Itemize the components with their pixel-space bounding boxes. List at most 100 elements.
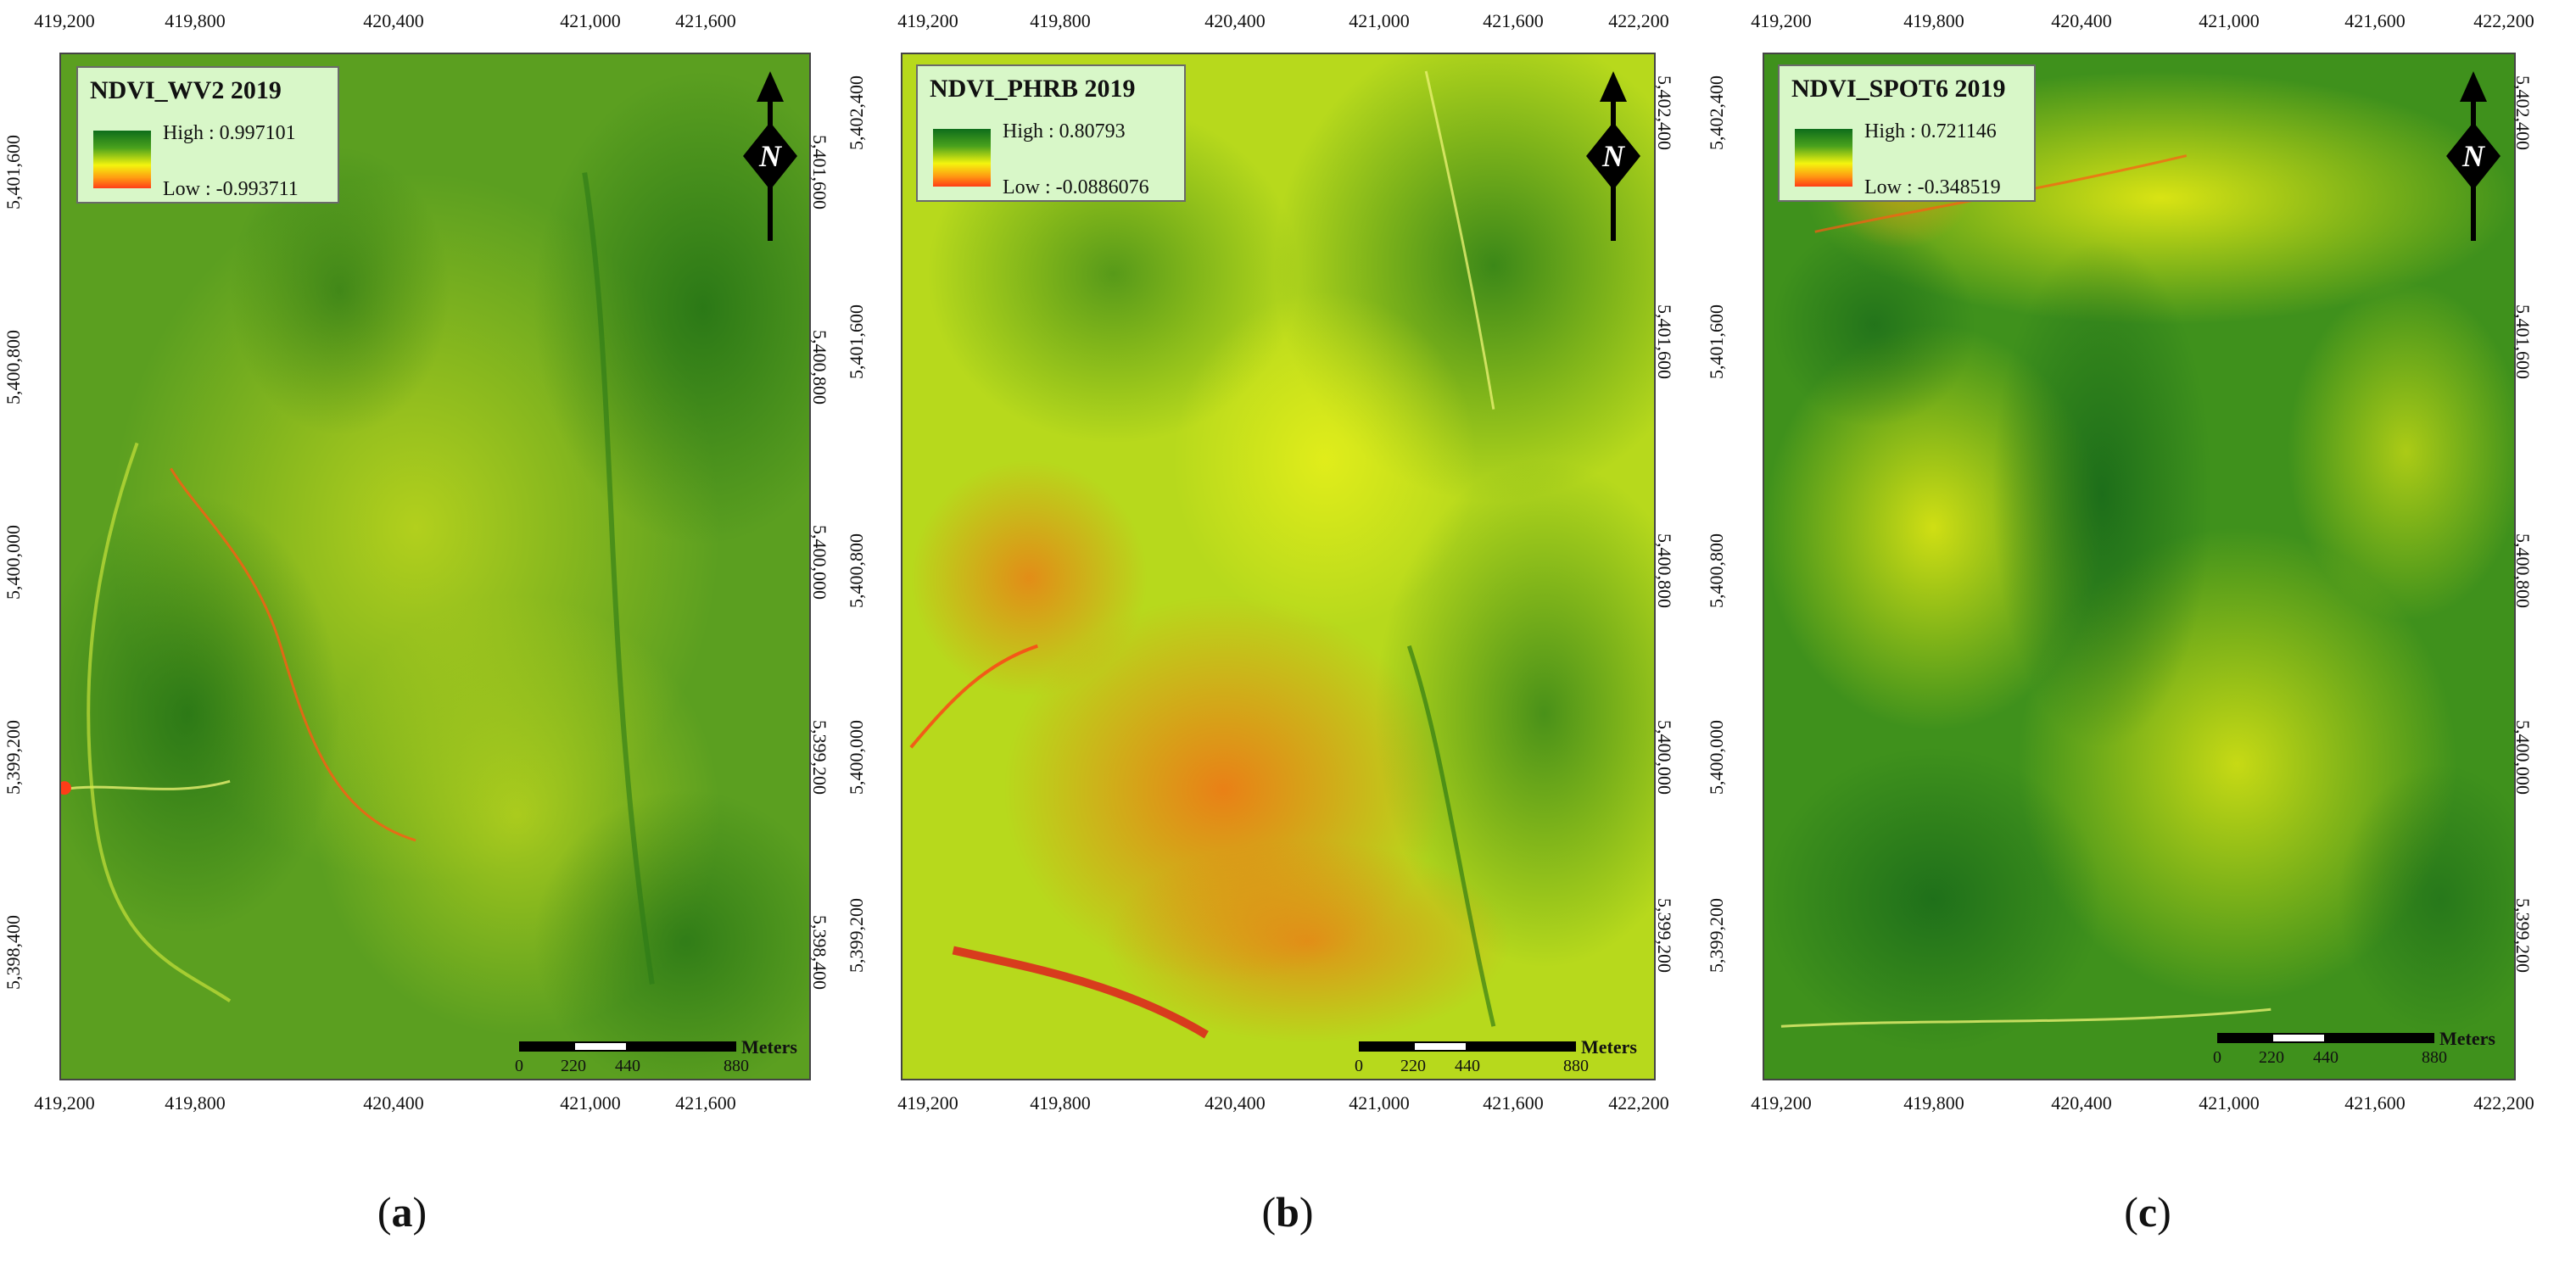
north-label: N bbox=[2461, 139, 2486, 173]
x-tick-top: 421,600 bbox=[2344, 10, 2406, 31]
x-tick-top: 420,400 bbox=[1204, 10, 1266, 31]
y-tick-left: 5,399,200 bbox=[3, 720, 24, 795]
x-tick-bottom: 420,400 bbox=[1204, 1092, 1266, 1114]
y-tick-left: 5,401,600 bbox=[846, 304, 867, 379]
x-tick-top: 419,200 bbox=[34, 10, 95, 31]
y-tick-right: 5,402,400 bbox=[2512, 75, 2534, 150]
y-tick-right: 5,399,200 bbox=[1654, 898, 1675, 973]
x-tick-top: 419,800 bbox=[1903, 10, 1964, 31]
color-ramp bbox=[1795, 129, 1852, 187]
color-ramp bbox=[933, 129, 991, 187]
y-tick-right: 5,401,600 bbox=[2512, 304, 2534, 379]
legend-high: High : 0.997101 bbox=[163, 122, 296, 144]
y-tick-right: 5,401,600 bbox=[1654, 304, 1675, 379]
x-tick-bottom: 420,400 bbox=[363, 1092, 424, 1114]
x-tick-top: 419,200 bbox=[897, 10, 958, 31]
y-tick-left: 5,400,000 bbox=[3, 525, 24, 600]
x-tick-bottom: 419,200 bbox=[897, 1092, 958, 1114]
caption-a: (a) bbox=[377, 1188, 427, 1236]
scale-unit: Meters bbox=[1581, 1036, 1637, 1058]
scale-label: 440 bbox=[615, 1057, 640, 1075]
y-tick-left: 5,400,800 bbox=[1706, 533, 1727, 608]
y-tick-left: 5,401,600 bbox=[1706, 304, 1727, 379]
ndvi-raster-map-b bbox=[901, 53, 1656, 1080]
scale-unit: Meters bbox=[741, 1036, 797, 1058]
x-tick-bottom: 419,200 bbox=[1751, 1092, 1812, 1114]
scalebar-b: 0 220 440 880 Meters bbox=[1355, 1036, 1637, 1075]
x-tick-bottom: 420,400 bbox=[2051, 1092, 2112, 1114]
y-tick-left: 5,400,800 bbox=[3, 330, 24, 405]
x-tick-bottom: 421,600 bbox=[1483, 1092, 1544, 1114]
y-tick-right: 5,400,800 bbox=[1654, 533, 1675, 608]
legend-b: NDVI_PHRB 2019 High : 0.80793 Low : -0.0… bbox=[916, 64, 1186, 202]
scale-label: 440 bbox=[1455, 1057, 1480, 1075]
y-tick-right: 5,398,400 bbox=[809, 915, 830, 990]
caption-c: (c) bbox=[2124, 1188, 2171, 1236]
north-label: N bbox=[758, 139, 783, 173]
scale-label: 0 bbox=[1355, 1057, 1363, 1075]
x-tick-bottom: 421,000 bbox=[1349, 1092, 1410, 1114]
legend-low: Low : -0.0886076 bbox=[1003, 176, 1149, 198]
x-tick-bottom: 421,600 bbox=[675, 1092, 736, 1114]
x-tick-top: 421,600 bbox=[1483, 10, 1544, 31]
north-arrow-icon: N bbox=[2446, 71, 2501, 241]
x-tick-bottom: 422,200 bbox=[1608, 1092, 1669, 1114]
scale-unit: Meters bbox=[2439, 1028, 2495, 1049]
scale-label: 880 bbox=[724, 1057, 749, 1075]
y-tick-right: 5,401,600 bbox=[809, 135, 830, 209]
y-tick-left: 5,398,400 bbox=[3, 915, 24, 990]
caption-b: (b) bbox=[1261, 1188, 1314, 1236]
color-ramp bbox=[93, 131, 151, 188]
ndvi-raster-map-a bbox=[59, 53, 811, 1080]
north-arrow-icon: N bbox=[1586, 71, 1640, 241]
y-tick-left: 5,401,600 bbox=[3, 135, 24, 209]
x-tick-top: 420,400 bbox=[2051, 10, 2112, 31]
legend-high: High : 0.80793 bbox=[1003, 120, 1126, 142]
scale-label: 220 bbox=[561, 1057, 586, 1075]
scalebar-c: 0 220 440 880 Meters bbox=[2213, 1028, 2495, 1067]
legend-title: NDVI_WV2 2019 bbox=[90, 76, 282, 104]
x-tick-top: 421,000 bbox=[2199, 10, 2260, 31]
x-tick-bottom: 419,800 bbox=[165, 1092, 226, 1114]
ndvi-raster-c bbox=[1764, 54, 2514, 1079]
y-tick-left: 5,400,800 bbox=[846, 533, 867, 608]
y-tick-left: 5,402,400 bbox=[1706, 75, 1727, 150]
scale-label: 880 bbox=[2422, 1048, 2447, 1067]
y-tick-right: 5,400,000 bbox=[1654, 720, 1675, 795]
scale-label: 0 bbox=[515, 1057, 523, 1075]
legend-low: Low : -0.993711 bbox=[163, 178, 299, 200]
y-tick-right: 5,399,200 bbox=[2512, 898, 2534, 973]
y-tick-right: 5,402,400 bbox=[1654, 75, 1675, 150]
x-tick-bottom: 419,800 bbox=[1030, 1092, 1091, 1114]
x-tick-bottom: 421,600 bbox=[2344, 1092, 2406, 1114]
scale-label: 440 bbox=[2313, 1048, 2339, 1067]
x-tick-bottom: 421,000 bbox=[2199, 1092, 2260, 1114]
legend-high: High : 0.721146 bbox=[1864, 120, 1997, 142]
scale-label: 220 bbox=[2259, 1048, 2284, 1067]
legend-title: NDVI_SPOT6 2019 bbox=[1791, 75, 2006, 103]
x-tick-top: 419,200 bbox=[1751, 10, 1812, 31]
y-tick-right: 5,400,800 bbox=[809, 330, 830, 405]
y-tick-left: 5,399,200 bbox=[846, 898, 867, 973]
scalebar-a: 0 220 440 880 Meters bbox=[515, 1036, 797, 1075]
y-tick-left: 5,400,000 bbox=[846, 720, 867, 795]
legend-title: NDVI_PHRB 2019 bbox=[930, 75, 1136, 103]
north-arrow-icon: N bbox=[743, 71, 797, 241]
legend-c: NDVI_SPOT6 2019 High : 0.721146 Low : -0… bbox=[1778, 64, 2036, 202]
x-tick-top: 422,200 bbox=[1608, 10, 1669, 31]
ndvi-raster-map-c bbox=[1763, 53, 2516, 1080]
x-tick-top: 421,600 bbox=[675, 10, 736, 31]
x-tick-top: 422,200 bbox=[2473, 10, 2534, 31]
x-tick-top: 419,800 bbox=[165, 10, 226, 31]
scale-label: 0 bbox=[2213, 1048, 2221, 1067]
scale-label: 880 bbox=[1563, 1057, 1589, 1075]
x-tick-bottom: 419,800 bbox=[1903, 1092, 1964, 1114]
y-tick-right: 5,400,800 bbox=[2512, 533, 2534, 608]
scale-label: 220 bbox=[1400, 1057, 1426, 1075]
legend-a: NDVI_WV2 2019 High : 0.997101 Low : -0.9… bbox=[76, 66, 339, 204]
x-tick-top: 421,000 bbox=[1349, 10, 1410, 31]
y-tick-left: 5,402,400 bbox=[846, 75, 867, 150]
y-tick-left: 5,399,200 bbox=[1706, 898, 1727, 973]
y-tick-left: 5,400,000 bbox=[1706, 720, 1727, 795]
x-tick-bottom: 421,000 bbox=[560, 1092, 621, 1114]
